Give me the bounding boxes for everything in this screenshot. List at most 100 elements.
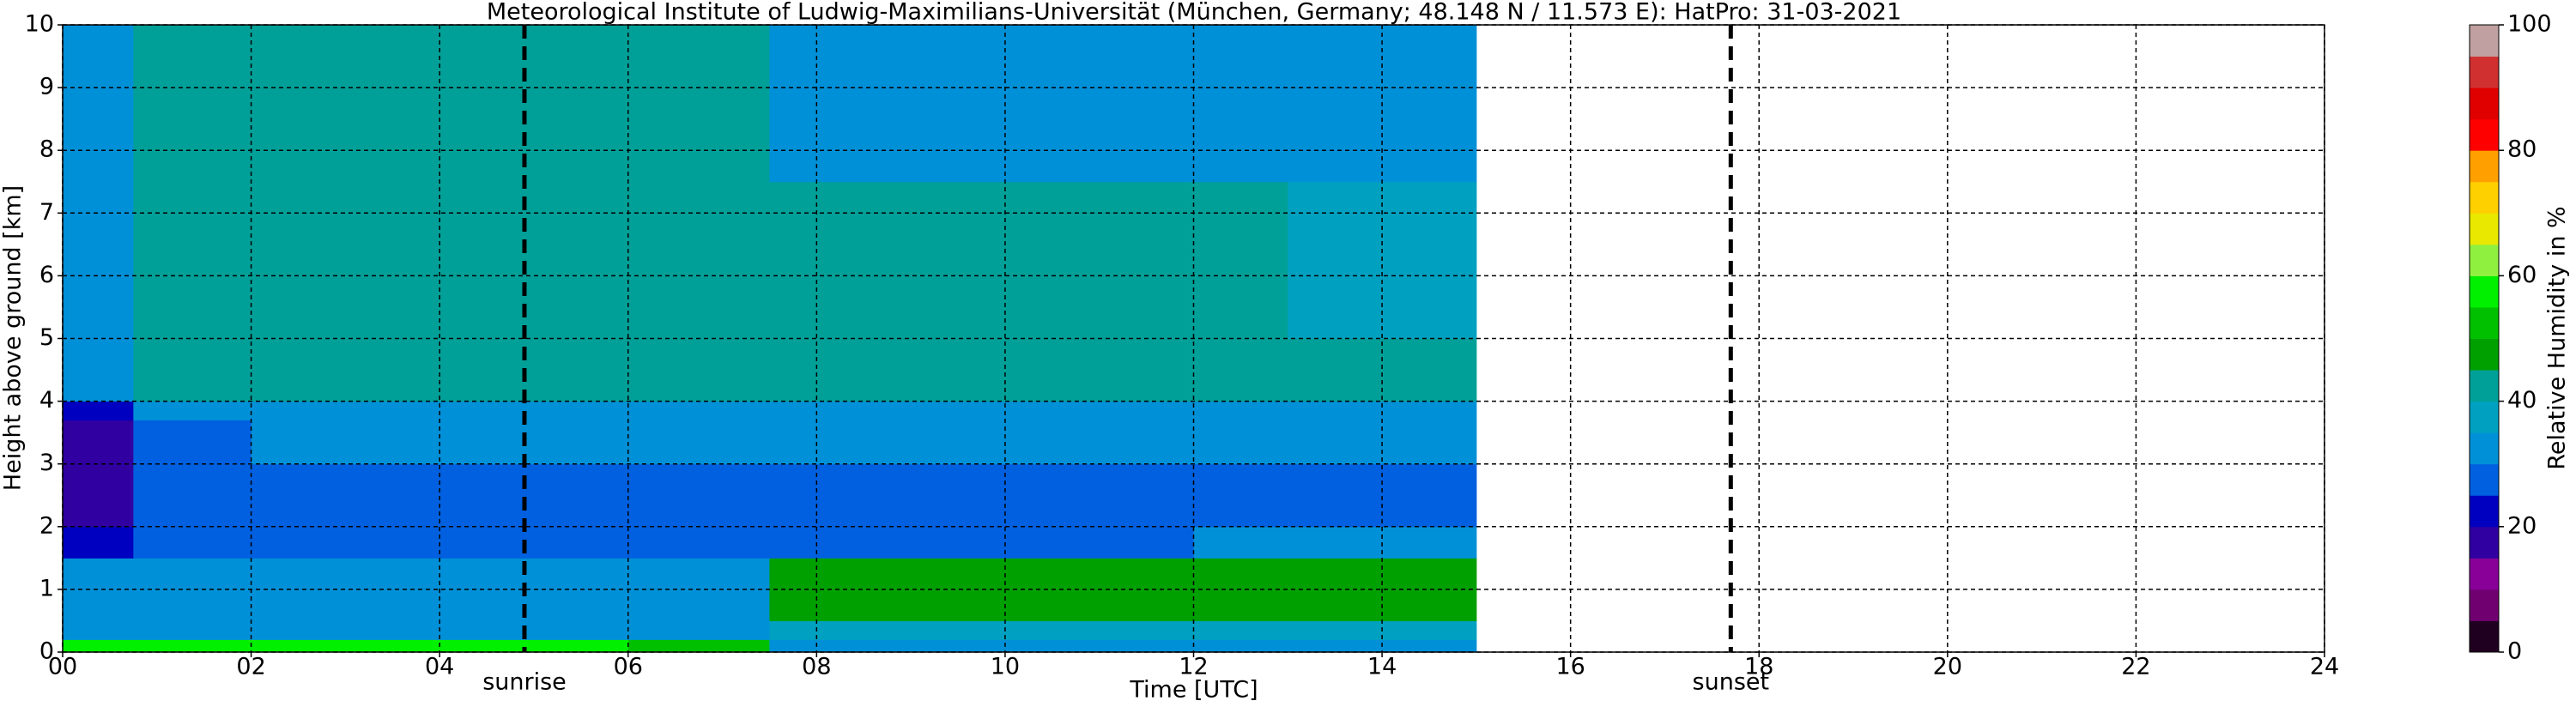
heatmap-cell xyxy=(533,639,629,653)
heatmap-cell xyxy=(251,25,440,183)
x-tick-label: 04 xyxy=(425,654,454,680)
heatmap-cell xyxy=(1193,25,1288,183)
x-tick-label: 10 xyxy=(991,654,1020,680)
heatmap-cell xyxy=(769,25,1006,183)
colorbar-band xyxy=(2470,370,2499,402)
colorbar-band xyxy=(2470,558,2499,590)
heatmap-cell xyxy=(627,639,770,653)
x-tick-label: 24 xyxy=(2310,654,2339,680)
colorbar-band xyxy=(2470,495,2499,528)
y-axis-label: Height above ground [km] xyxy=(0,185,27,491)
heatmap-cell xyxy=(533,420,629,465)
heatmap-cell xyxy=(251,338,440,402)
heatmap-cell xyxy=(533,181,629,339)
y-tick-label: 5 xyxy=(39,324,54,351)
heatmap-cell xyxy=(251,181,440,339)
x-tick-label: 14 xyxy=(1367,654,1397,680)
x-axis-label: Time [UTC] xyxy=(1129,677,1258,704)
y-tick-label: 8 xyxy=(39,136,54,163)
heatmap-cell xyxy=(533,526,629,559)
heatmap-cell xyxy=(63,620,134,640)
colorbar-band xyxy=(2470,88,2499,120)
heatmap-cell xyxy=(1004,420,1194,465)
heatmap-cell xyxy=(439,526,535,559)
y-tick-label: 1 xyxy=(39,575,54,601)
heatmap-cell xyxy=(1193,526,1288,559)
heatmap-cell xyxy=(63,25,134,183)
x-tick-label: 02 xyxy=(236,654,265,680)
heatmap-cell xyxy=(1004,181,1194,339)
heatmap-cell xyxy=(1193,620,1288,640)
heatmap-cell xyxy=(133,620,252,640)
y-tick-label: 6 xyxy=(39,262,54,288)
heatmap-cell xyxy=(533,463,629,528)
colorbar-band xyxy=(2470,118,2499,151)
heatmap-cell xyxy=(439,420,535,465)
heatmap-cell xyxy=(251,463,440,528)
heatmap-cell xyxy=(439,639,535,653)
heatmap-cell xyxy=(769,401,1006,421)
heatmap-cell xyxy=(1004,338,1194,402)
heatmap-cell xyxy=(533,620,629,640)
heatmap-cell xyxy=(1004,526,1194,559)
heatmap-cell xyxy=(63,181,134,339)
heatmap-cell xyxy=(133,420,252,465)
heatmap-cell xyxy=(533,25,629,183)
heatmap-cell xyxy=(1004,639,1194,653)
heatmap-cell xyxy=(1193,338,1288,402)
heatmap-cell xyxy=(251,526,440,559)
colorbar-tick-label: 20 xyxy=(2507,512,2537,539)
heatmap-cell xyxy=(627,25,770,183)
heatmap-cell xyxy=(1004,620,1194,640)
heatmap-cell xyxy=(1004,463,1194,528)
heatmap-cell xyxy=(133,463,252,528)
colorbar-label: Relative Humidity in % xyxy=(2544,206,2571,469)
plot-frame xyxy=(62,24,2325,653)
heatmap-cell xyxy=(63,420,134,465)
heatmap-cell xyxy=(63,639,134,653)
x-tick-label: 16 xyxy=(1555,654,1585,680)
colorbar-band xyxy=(2470,56,2499,88)
heatmap-cell xyxy=(439,620,535,640)
annotation-label: sunset xyxy=(1693,669,1770,696)
y-tick-label: 7 xyxy=(39,199,54,226)
colorbar-band xyxy=(2470,213,2499,245)
colorbar-tick-label: 80 xyxy=(2507,136,2537,163)
heatmap-cell xyxy=(769,420,1006,465)
colorbar-tick-label: 100 xyxy=(2507,11,2552,38)
heatmap-cell xyxy=(769,463,1006,528)
colorbar-band xyxy=(2470,463,2499,496)
colorbar-band xyxy=(2470,401,2499,433)
heatmap-cell xyxy=(439,401,535,421)
colorbar-frame xyxy=(2469,24,2500,653)
heatmap-cell xyxy=(133,401,252,421)
y-tick-label: 0 xyxy=(39,638,54,665)
heatmap-cell xyxy=(627,526,770,559)
heatmap-cell xyxy=(133,639,252,653)
colorbar-band xyxy=(2470,589,2499,621)
heatmap-cell xyxy=(627,463,770,528)
colorbar-tick-label: 40 xyxy=(2507,387,2537,414)
x-tick-label: 18 xyxy=(1744,654,1773,680)
heatmap-cell xyxy=(769,338,1006,402)
heatmap-cell xyxy=(1288,401,1477,421)
heatmap-cell xyxy=(439,338,535,402)
heatmap-cell xyxy=(1193,401,1288,421)
heatmap-cell xyxy=(251,420,440,465)
heatmap-cell xyxy=(627,181,770,339)
colorbar-band xyxy=(2470,150,2499,183)
heatmap-cell xyxy=(63,401,134,421)
heatmap-cell xyxy=(63,338,134,402)
colorbar-band xyxy=(2470,244,2499,276)
colorbar-band xyxy=(2470,338,2499,371)
heatmap-cell xyxy=(627,338,770,402)
heatmap-cell xyxy=(769,639,1006,653)
colorbar-band xyxy=(2470,25,2499,57)
colorbar-tick-label: 60 xyxy=(2507,262,2537,288)
heatmap-cell xyxy=(1004,25,1194,183)
y-tick-label: 3 xyxy=(39,450,54,476)
y-tick-label: 2 xyxy=(39,512,54,539)
heatmap-cell xyxy=(439,25,535,183)
heatmap-cell xyxy=(769,526,1006,559)
heatmap-cell xyxy=(1193,181,1288,339)
